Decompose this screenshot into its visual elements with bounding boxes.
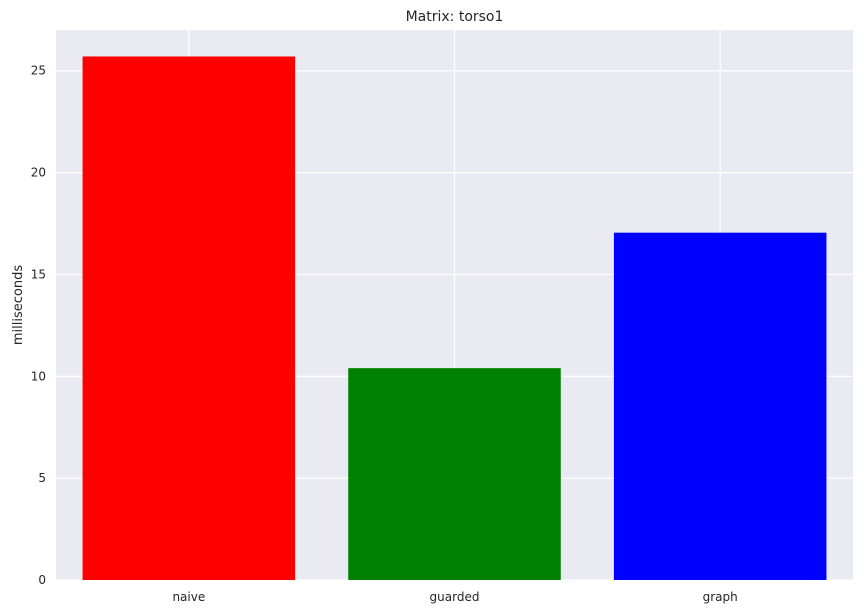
y-tick-label: 15 [31, 267, 46, 281]
y-tick-label: 25 [31, 64, 46, 78]
y-tick-label: 10 [31, 369, 46, 383]
x-tick-label: naive [172, 590, 205, 604]
y-tick-label: 5 [38, 471, 46, 485]
bar-guarded [348, 368, 561, 580]
x-tick-label: graph [703, 590, 738, 604]
x-tick-label: guarded [430, 590, 480, 604]
x-tick-labels: naive guarded graph [172, 590, 737, 604]
y-tick-label: 20 [31, 166, 46, 180]
chart-title: Matrix: torso1 [406, 9, 504, 25]
y-tick-label: 0 [38, 573, 46, 587]
y-axis-label: milliseconds [11, 265, 26, 345]
bars [82, 56, 827, 580]
y-tick-labels: 0 5 10 15 20 25 [31, 64, 46, 587]
bar-naive [82, 56, 296, 580]
bar-graph [613, 232, 827, 580]
